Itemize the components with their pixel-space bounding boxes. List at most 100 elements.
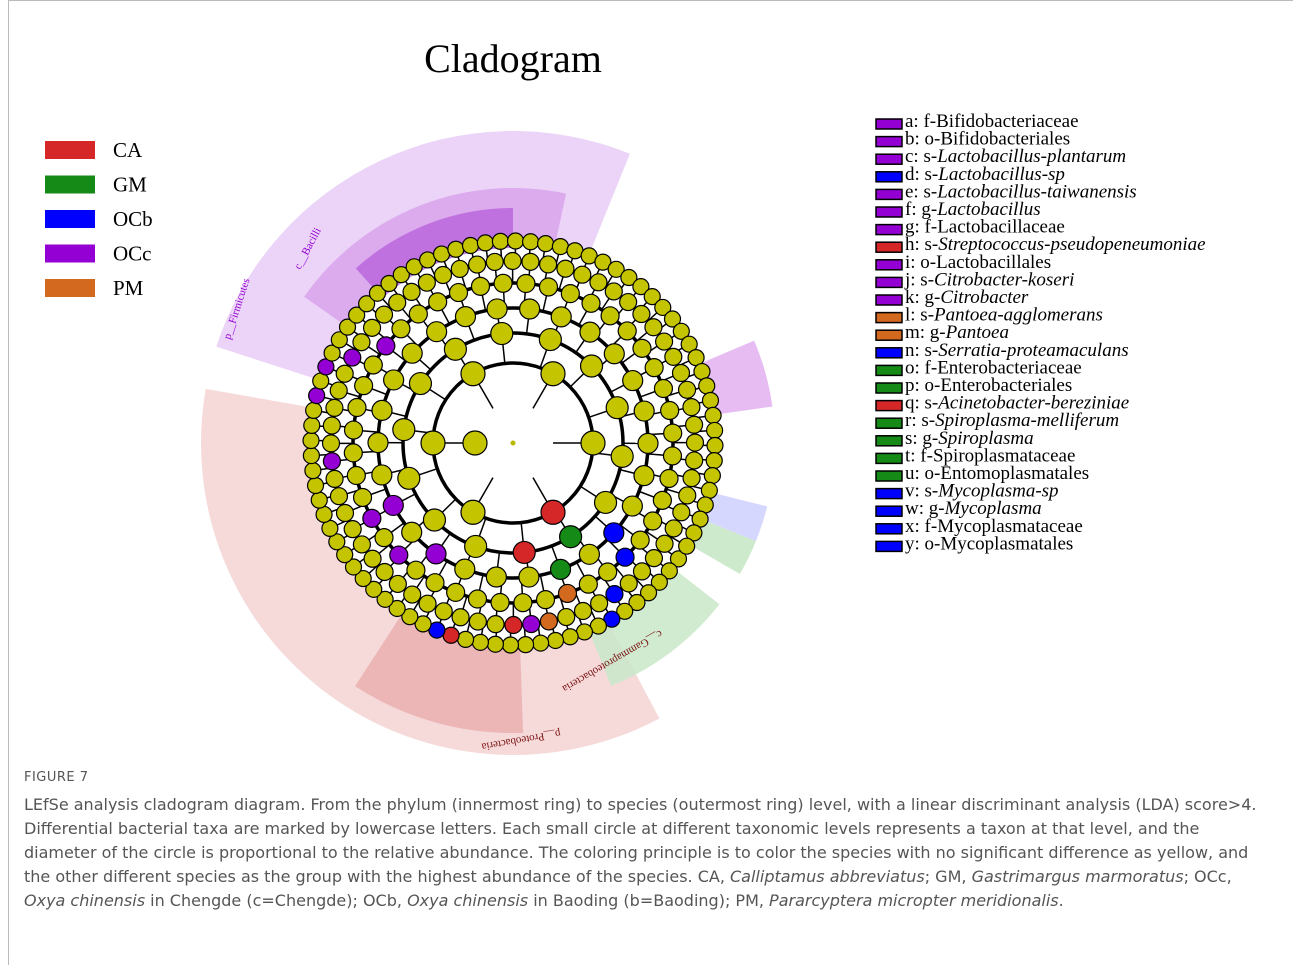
taxon-node (434, 602, 453, 621)
taxon-node (632, 338, 652, 358)
taxon-node (551, 238, 570, 256)
taxon-node (388, 599, 406, 618)
taxon-swatch (875, 118, 903, 130)
taxon-node (652, 490, 672, 510)
taxon-node (513, 593, 533, 613)
caption-segment: Pararcyptera micropter meridionalis (769, 891, 1059, 910)
taxon-label: r: s-Spiroplasma-melliferum (905, 410, 1119, 431)
taxon-swatch (875, 364, 903, 377)
taxon-node (448, 282, 469, 303)
taxon-node (704, 406, 722, 424)
taxon-node (461, 236, 480, 255)
taxon-node (557, 607, 576, 627)
taxon-node (362, 508, 382, 528)
taxon-swatch (875, 487, 903, 500)
taxon-swatch (875, 223, 903, 236)
taxon-node (464, 534, 488, 559)
taxon-name: Mycoplasmataceae (937, 516, 1083, 537)
taxon-node (330, 331, 348, 349)
caption-segment: Oxya chinensis (24, 891, 146, 910)
taxon-node (303, 416, 321, 434)
taxon-node (371, 399, 393, 421)
taxon-node (522, 233, 540, 251)
cladogram-figure: Cladogram c__Bacillip__Firmicutesp__Prot… (45, 36, 1206, 756)
taxon-node (392, 417, 416, 442)
taxon-node (380, 274, 398, 293)
taxon-node (433, 265, 453, 285)
clade-sector (686, 517, 756, 574)
taxon-label: n: s-Serratia-proteamaculans (905, 340, 1129, 361)
taxon-node (607, 260, 625, 278)
taxon-node (643, 288, 661, 306)
taxon-node (663, 423, 683, 443)
taxon-node (401, 521, 423, 543)
root-node (510, 440, 516, 446)
taxon-node (659, 468, 679, 489)
caption-segment: LEfSe analysis cladogram diagram. From t… (24, 795, 1257, 886)
taxon-node (655, 332, 674, 351)
taxon-label: g: f-Lactobacillaceae (905, 217, 1065, 238)
taxon-swatch (875, 153, 903, 165)
taxon-node (518, 566, 540, 588)
caption-segment: Oxya chinensis (407, 891, 529, 910)
taxon-prefix: j: s- (904, 269, 934, 290)
taxon-swatch (875, 294, 903, 306)
taxon-node (476, 234, 494, 252)
taxon-swatch (875, 417, 903, 429)
taxon-prefix: g: f- (905, 217, 937, 238)
taxon-label: j: s-Citrobacter-koseri (904, 269, 1074, 290)
taxon-name: Lactobacillus-sp (937, 164, 1065, 185)
taxon-label: l: s-Pantoea-agglomerans (905, 305, 1103, 326)
taxon-node (644, 549, 664, 568)
taxon-node (302, 431, 320, 450)
taxon-node (347, 397, 367, 418)
taxon-name: Spiroplasma (938, 428, 1033, 449)
taxon-swatch (875, 470, 903, 482)
taxon-node (654, 298, 672, 317)
taxon-node (540, 499, 566, 525)
taxon-node (321, 434, 341, 453)
taxon-node (662, 446, 683, 466)
taxon-node (619, 292, 638, 312)
taxon-node (521, 252, 540, 271)
taxon-node (460, 361, 486, 387)
taxon-node (343, 420, 364, 440)
taxon-node (346, 465, 366, 486)
taxon-node (470, 276, 491, 296)
taxon-node (343, 520, 362, 539)
taxon-swatch (875, 523, 903, 535)
taxon-node (538, 277, 559, 297)
figure-title: Cladogram (424, 36, 602, 81)
taxon-node (425, 573, 445, 593)
taxon-name: Lactobacillus-plantarum (936, 146, 1126, 167)
taxon-node (603, 343, 625, 365)
taxon-node (628, 593, 646, 612)
taxon-label: p: o-Enterobacteriales (905, 375, 1072, 396)
taxon-swatch (875, 135, 903, 148)
taxon-node (371, 464, 393, 486)
taxon-node (486, 635, 504, 653)
taxon-node (680, 335, 698, 353)
taxon-node (590, 594, 609, 613)
caption-segment: Calliptamus abbreviatus (730, 867, 925, 886)
taxon-prefix: q: s- (905, 393, 938, 414)
taxon-node (540, 361, 566, 387)
taxon-node (682, 398, 701, 417)
taxon-prefix: e: s- (905, 181, 937, 202)
taxon-swatch (875, 347, 903, 359)
taxon-node (352, 535, 371, 554)
taxon-prefix: m: g- (905, 322, 946, 343)
taxon-node (454, 306, 477, 328)
taxon-node (365, 580, 383, 598)
taxon-swatch (875, 540, 903, 553)
taxon-node (621, 495, 643, 517)
taxon-node (354, 569, 372, 588)
taxon-node (633, 465, 655, 487)
taxon-node (653, 378, 674, 399)
taxon-node (363, 355, 383, 375)
taxon-node (671, 363, 691, 383)
taxon-node (512, 540, 536, 565)
taxon-name: Entomoplasmatales (940, 463, 1089, 484)
taxon-node (566, 242, 584, 260)
taxon-node (408, 371, 433, 396)
